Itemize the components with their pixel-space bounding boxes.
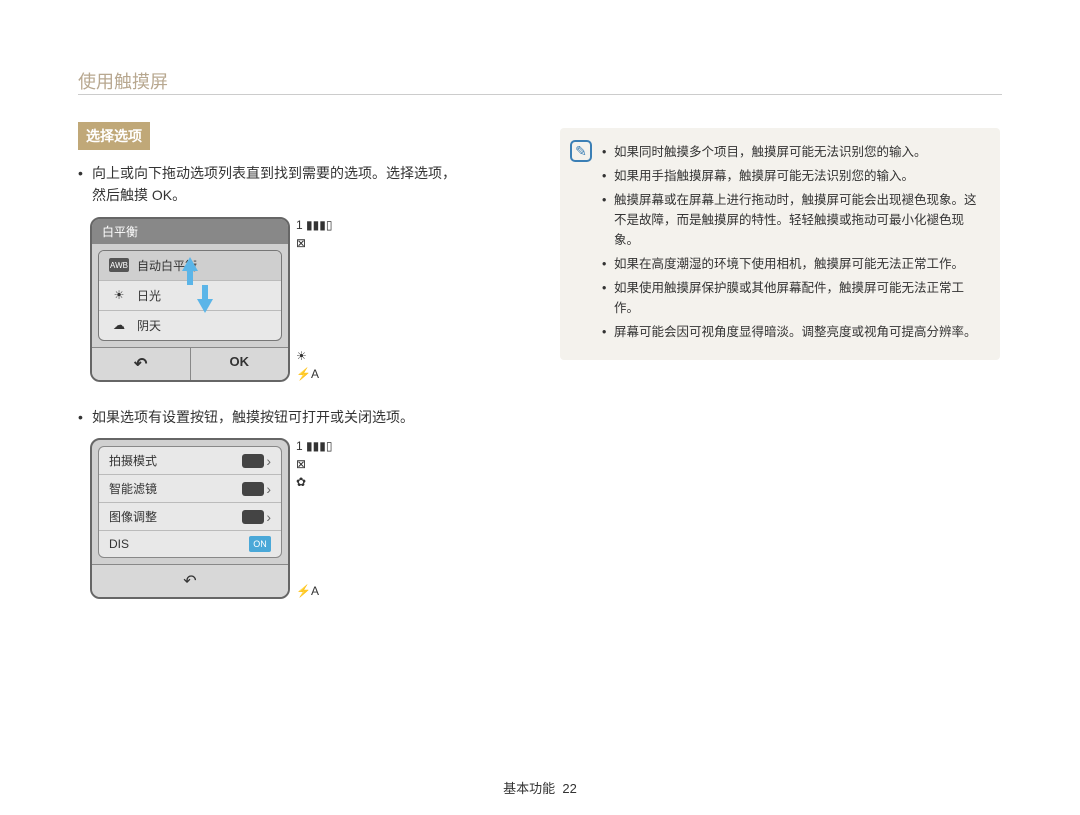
note-box: ✎ 如果同时触摸多个项目，触摸屏可能无法识别您的输入。 如果用手指触摸屏幕，触摸… — [560, 128, 1000, 360]
wb-option-label: 日光 — [137, 287, 161, 304]
screen-white-balance: 白平衡 AWB 自动白平衡 ☀ 日光 ☁ 阴天 ↶ OK — [90, 217, 518, 382]
info-note-icon: ✎ — [570, 140, 592, 162]
settings-row-dis[interactable]: DIS ON — [99, 531, 281, 557]
bullet-text-2: 然后触摸 OK。 — [92, 187, 186, 203]
page-footer: 基本功能 22 — [0, 778, 1080, 797]
flower-icon: ✿ — [296, 476, 306, 488]
settings-label: 智能滤镜 — [109, 480, 157, 497]
bullet-text: 向上或向下拖动选项列表直到找到需要的选项。选择选项， — [92, 165, 456, 181]
note-list: 如果同时触摸多个项目，触摸屏可能无法识别您的输入。 如果用手指触摸屏幕，触摸屏可… — [604, 142, 986, 342]
settings-row-image-adjust[interactable]: 图像调整 › — [99, 503, 281, 531]
sun-icon: ☀ — [109, 288, 129, 302]
battery-icon: ▮▮▮▯ — [306, 439, 332, 453]
mode-icon — [242, 454, 264, 468]
settings-label: 图像调整 — [109, 508, 157, 525]
status-icon-strip: 1 ▮▮▮▯ ⊠ ☀ ⚡A — [296, 217, 344, 382]
flash-auto-icon: ⚡A — [296, 585, 319, 597]
chevron-right-icon: › — [266, 453, 271, 469]
wb-option-panel: AWB 自动白平衡 ☀ 日光 ☁ 阴天 — [98, 250, 282, 341]
settings-row-shoot-mode[interactable]: 拍摄模式 › — [99, 447, 281, 475]
wb-option-daylight[interactable]: ☀ 日光 — [99, 281, 281, 311]
note-item: 如果在高度潮湿的环境下使用相机，触摸屏可能无法正常工作。 — [604, 254, 986, 274]
note-item: 如果用手指触摸屏幕，触摸屏可能无法识别您的输入。 — [604, 166, 986, 186]
battery-icon: ▮▮▮▯ — [306, 218, 332, 232]
wb-option-label: 阴天 — [137, 317, 161, 334]
flash-auto-icon: ⚡A — [296, 368, 319, 380]
bullet-toggle: 如果选项有设置按钮，触摸按钮可打开或关闭选项。 — [78, 406, 518, 428]
brightness-icon: ☀ — [296, 350, 307, 362]
storage-icon: ⊠ — [296, 237, 306, 249]
page-title: 使用触摸屏 — [78, 68, 168, 94]
adjust-icon — [242, 510, 264, 524]
filter-icon — [242, 482, 264, 496]
settings-panel: 拍摄模式 › 智能滤镜 › 图像调整 › DIS ON — [98, 446, 282, 558]
drag-arrow-down-icon — [197, 299, 213, 313]
storage-icon: ⊠ — [296, 458, 306, 470]
section-heading: 选择选项 — [78, 122, 150, 150]
back-button[interactable]: ↶ — [92, 348, 191, 380]
status-icon-strip: 1 ▮▮▮▯ ⊠ ✿ ⚡A — [296, 438, 344, 599]
note-item: 屏幕可能会因可视角度显得暗淡。调整亮度或视角可提高分辨率。 — [604, 322, 986, 342]
settings-label: 拍摄模式 — [109, 452, 157, 469]
screen-body: 白平衡 AWB 自动白平衡 ☀ 日光 ☁ 阴天 ↶ OK — [90, 217, 290, 382]
cloud-icon: ☁ — [109, 318, 129, 332]
left-column: 选择选项 向上或向下拖动选项列表直到找到需要的选项。选择选项， 然后触摸 OK。… — [78, 122, 518, 623]
screen-body: 拍摄模式 › 智能滤镜 › 图像调整 › DIS ON ↶ — [90, 438, 290, 599]
bullet-drag-list: 向上或向下拖动选项列表直到找到需要的选项。选择选项， 然后触摸 OK。 — [78, 162, 518, 207]
title-rule — [78, 94, 1002, 95]
settings-label: DIS — [109, 537, 129, 551]
shots-remaining: 1 ▮▮▮▯ — [296, 219, 332, 231]
awb-icon: AWB — [109, 258, 129, 272]
screen-settings: 拍摄模式 › 智能滤镜 › 图像调整 › DIS ON ↶ — [90, 438, 518, 599]
wb-option-cloudy[interactable]: ☁ 阴天 — [99, 311, 281, 340]
chevron-right-icon: › — [266, 509, 271, 525]
on-toggle[interactable]: ON — [249, 536, 271, 552]
back-button[interactable]: ↶ — [92, 564, 288, 597]
screen-footer: ↶ OK — [92, 347, 288, 380]
ok-button[interactable]: OK — [191, 348, 289, 380]
screen-header: 白平衡 — [92, 219, 288, 244]
footer-section: 基本功能 — [503, 781, 555, 796]
drag-arrow-up-icon — [182, 257, 198, 271]
footer-page-num: 22 — [562, 781, 576, 796]
shots-remaining: 1 ▮▮▮▯ — [296, 440, 332, 452]
chevron-right-icon: › — [266, 481, 271, 497]
note-item: 触摸屏幕或在屏幕上进行拖动时，触摸屏可能会出现褪色现象。这不是故障，而是触摸屏的… — [604, 190, 986, 250]
settings-row-smart-filter[interactable]: 智能滤镜 › — [99, 475, 281, 503]
note-item: 如果同时触摸多个项目，触摸屏可能无法识别您的输入。 — [604, 142, 986, 162]
note-item: 如果使用触摸屏保护膜或其他屏幕配件，触摸屏可能无法正常工作。 — [604, 278, 986, 318]
